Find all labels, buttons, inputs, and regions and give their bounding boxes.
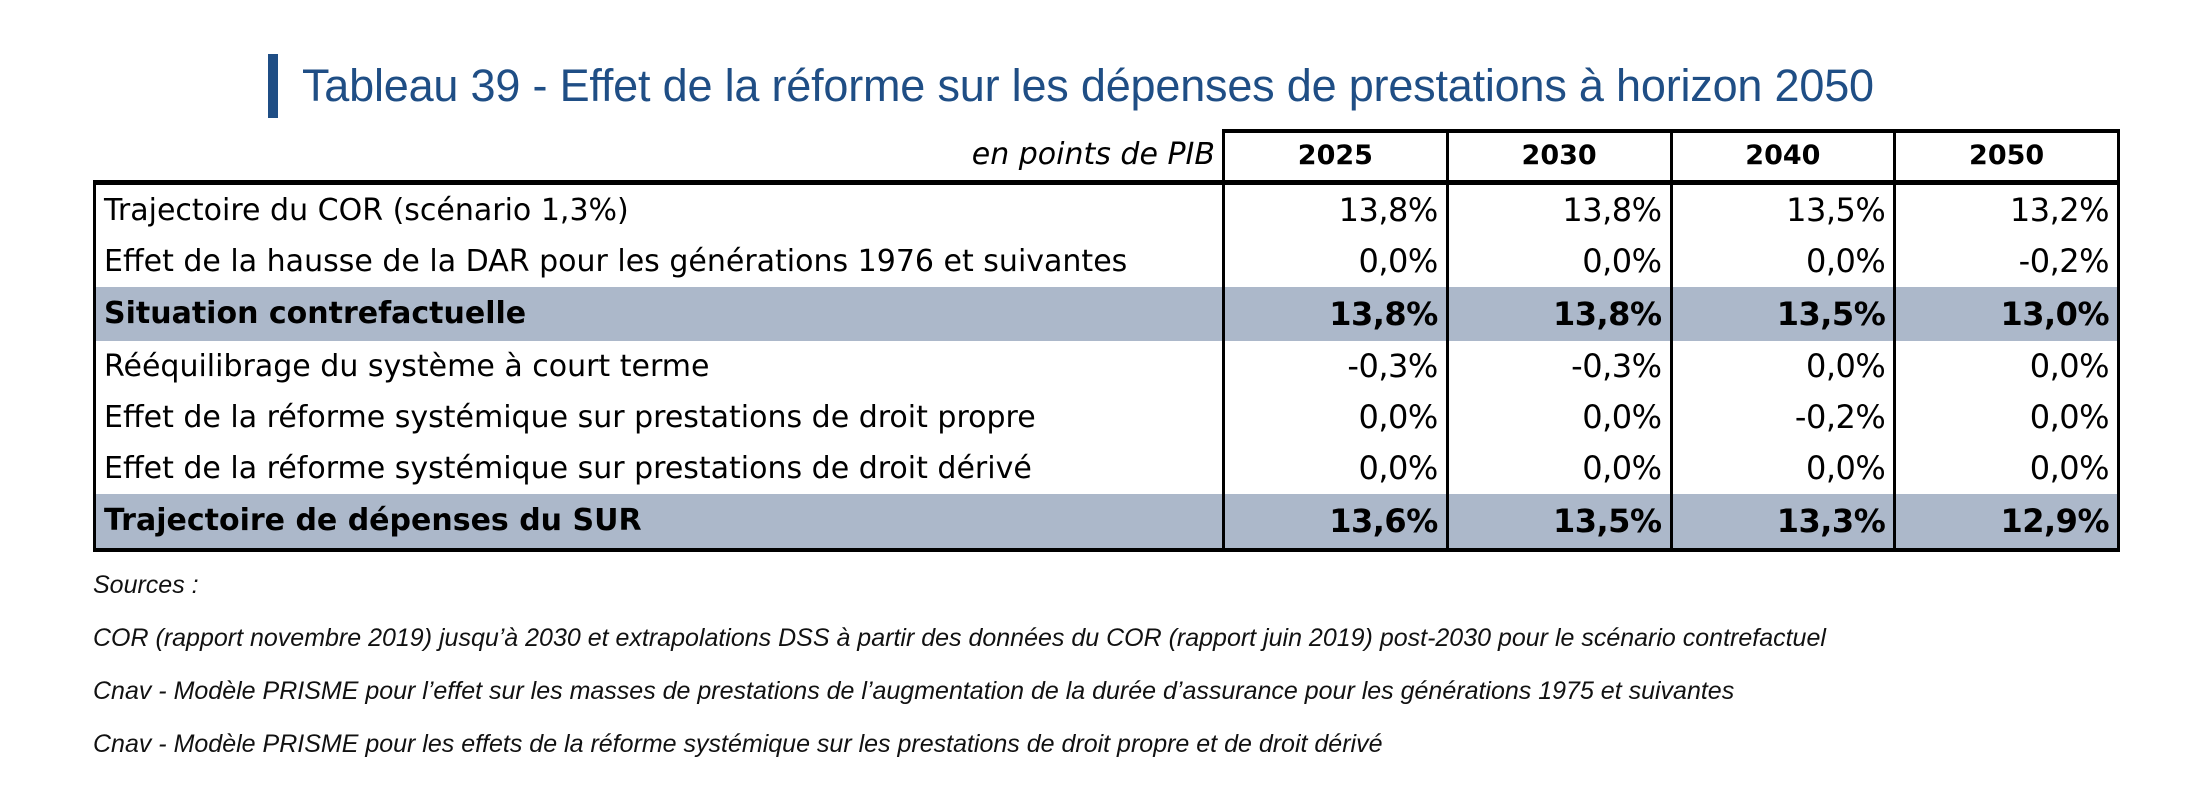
row-label: Trajectoire de dépenses du SUR <box>104 503 642 538</box>
cell-value: 0,0% <box>1893 443 2117 494</box>
row-label: Trajectoire du COR (scénario 1,3%) <box>104 193 629 228</box>
data-table: Trajectoire du COR (scénario 1,3%) 13,8%… <box>93 180 2120 552</box>
cell-value: 13,5% <box>1669 287 1894 341</box>
unit-label: en points de PIB <box>971 137 1215 172</box>
cell-value: 13,8% <box>1222 185 1446 236</box>
row-label: Effet de la hausse de la DAR pour les gé… <box>104 244 1128 279</box>
year-header: 2025 <box>1222 133 1446 181</box>
cell-value: 13,6% <box>1222 494 1446 548</box>
year-header: 2050 <box>1893 133 2117 181</box>
row-label: Rééquilibrage du système à court terme <box>104 349 710 384</box>
cell-value: -0,2% <box>1669 392 1894 443</box>
cell-value: 13,5% <box>1445 494 1670 548</box>
year-header: 2030 <box>1445 133 1670 181</box>
sources-note: Sources : COR (rapport novembre 2019) ju… <box>93 565 1826 777</box>
table-row: Rééquilibrage du système à court terme -… <box>96 341 2117 392</box>
cell-value: 13,0% <box>1893 287 2117 341</box>
source-line: Cnav - Modèle PRISME pour l’effet sur le… <box>93 677 1735 705</box>
cell-value: -0,3% <box>1222 341 1446 392</box>
cell-value: 0,0% <box>1445 443 1670 494</box>
table-row-subtotal: Situation contrefactuelle 13,8% 13,8% 13… <box>96 287 2117 341</box>
cell-value: 0,0% <box>1893 341 2117 392</box>
cell-value: 0,0% <box>1445 236 1670 287</box>
cell-value: -0,2% <box>1893 236 2117 287</box>
cell-value: 13,8% <box>1445 287 1670 341</box>
table-row: Effet de la hausse de la DAR pour les gé… <box>96 236 2117 287</box>
table-row: Effet de la réforme systémique sur prest… <box>96 443 2117 494</box>
cell-value: 12,9% <box>1893 494 2117 548</box>
table-title-block: Tableau 39 - Effet de la réforme sur les… <box>268 54 1874 118</box>
table-row-total: Trajectoire de dépenses du SUR 13,6% 13,… <box>96 494 2117 548</box>
cell-value: 0,0% <box>1222 392 1446 443</box>
row-label: Effet de la réforme systémique sur prest… <box>104 400 1036 435</box>
cell-value: 0,0% <box>1222 236 1446 287</box>
cell-value: 0,0% <box>1445 392 1670 443</box>
cell-value: 0,0% <box>1222 443 1446 494</box>
cell-value: 13,8% <box>1222 287 1446 341</box>
year-header-row: 2025 2030 2040 2050 <box>1222 129 2120 181</box>
row-label: Situation contrefactuelle <box>104 296 527 331</box>
source-line: COR (rapport novembre 2019) jusqu’à 2030… <box>93 624 1826 652</box>
row-label: Effet de la réforme systémique sur prest… <box>104 451 1032 486</box>
table-title: Tableau 39 - Effet de la réforme sur les… <box>302 60 1874 111</box>
year-header: 2040 <box>1669 133 1894 181</box>
cell-value: 0,0% <box>1893 392 2117 443</box>
sources-heading: Sources : <box>93 571 199 599</box>
cell-value: 13,3% <box>1669 494 1894 548</box>
table-row: Effet de la réforme systémique sur prest… <box>96 392 2117 443</box>
cell-value: 13,2% <box>1893 185 2117 236</box>
cell-value: 0,0% <box>1669 236 1894 287</box>
cell-value: -0,3% <box>1445 341 1670 392</box>
table-row: Trajectoire du COR (scénario 1,3%) 13,8%… <box>96 185 2117 236</box>
cell-value: 0,0% <box>1669 443 1894 494</box>
cell-value: 13,5% <box>1669 185 1894 236</box>
cell-value: 13,8% <box>1445 185 1670 236</box>
title-accent-bar <box>268 54 278 118</box>
source-line: Cnav - Modèle PRISME pour les effets de … <box>93 730 1383 758</box>
cell-value: 0,0% <box>1669 341 1894 392</box>
